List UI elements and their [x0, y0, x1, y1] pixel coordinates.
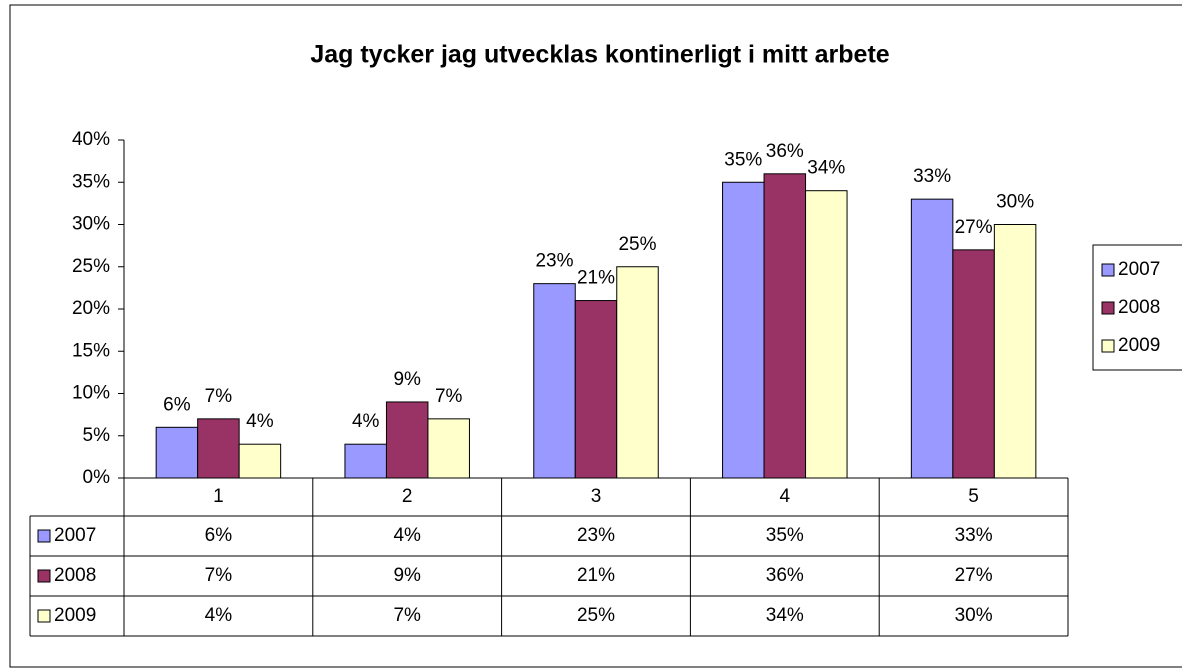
x-tick-label: 4	[780, 486, 791, 507]
table-series-name: 2007	[54, 525, 96, 546]
bar	[722, 181, 765, 479]
data-label: 23%	[535, 251, 573, 272]
chart-title: Jag tycker jag utvecklas kontinerligt i …	[310, 41, 889, 69]
bar	[427, 418, 470, 479]
table-legend-key	[37, 609, 51, 623]
data-label: 27%	[955, 217, 993, 238]
bar	[910, 198, 954, 479]
table-cell: 23%	[577, 525, 615, 546]
x-tick-label: 5	[968, 486, 979, 507]
table-cell: 21%	[577, 565, 615, 586]
bar	[805, 190, 848, 479]
x-tick-label: 3	[591, 486, 602, 507]
legend-label: 2008	[1118, 297, 1160, 318]
data-label: 6%	[163, 394, 191, 415]
y-tick-label: 20%	[72, 298, 110, 319]
data-label: 30%	[996, 192, 1034, 213]
table-cell: 34%	[766, 605, 804, 626]
data-label: 21%	[577, 268, 615, 289]
table-cell: 30%	[955, 605, 993, 626]
data-label: 33%	[913, 166, 951, 187]
bar	[385, 401, 429, 479]
data-label: 7%	[435, 386, 463, 407]
table-cell: 33%	[955, 525, 993, 546]
data-label: 7%	[205, 386, 233, 407]
table-series-name: 2008	[54, 565, 96, 586]
y-tick-label: 15%	[72, 340, 110, 361]
data-label: 4%	[246, 411, 274, 432]
table-cell: 4%	[393, 525, 421, 546]
bar	[993, 224, 1037, 479]
bar	[574, 300, 618, 479]
data-label: 35%	[724, 149, 762, 170]
data-label: 25%	[618, 234, 656, 255]
bar	[616, 266, 659, 479]
x-tick-label: 1	[213, 486, 224, 507]
legend-label: 2007	[1118, 259, 1160, 280]
table-cell: 7%	[205, 565, 233, 586]
table-cell: 4%	[205, 605, 233, 626]
y-tick-label: 30%	[72, 214, 110, 235]
y-tick-label: 0%	[83, 467, 111, 488]
table-cell: 6%	[205, 525, 233, 546]
x-tick-label: 2	[402, 486, 413, 507]
y-tick-label: 5%	[83, 425, 111, 446]
bar	[197, 418, 240, 479]
table-cell: 25%	[577, 605, 615, 626]
table-series-name: 2009	[54, 605, 96, 626]
y-tick-label: 40%	[72, 129, 110, 150]
y-tick-label: 25%	[72, 256, 110, 277]
bar	[344, 443, 387, 479]
bar	[763, 173, 807, 479]
bar	[952, 249, 995, 479]
table-cell: 7%	[393, 605, 421, 626]
table-legend-key	[37, 529, 51, 543]
bar	[155, 426, 199, 479]
y-tick-label: 10%	[72, 383, 110, 404]
data-label: 9%	[393, 369, 421, 390]
table-cell: 35%	[766, 525, 804, 546]
y-tick-label: 35%	[72, 171, 110, 192]
table-legend-key	[37, 569, 51, 583]
data-label: 34%	[807, 158, 845, 179]
bar	[238, 443, 282, 479]
table-cell: 9%	[393, 565, 421, 586]
legend-key	[1101, 301, 1115, 315]
data-label: 4%	[352, 411, 380, 432]
legend-key	[1101, 263, 1115, 277]
legend-key	[1101, 339, 1115, 353]
bar	[533, 283, 576, 479]
data-label: 36%	[766, 141, 804, 162]
table-cell: 36%	[766, 565, 804, 586]
table-cell: 27%	[955, 565, 993, 586]
legend-label: 2009	[1118, 335, 1160, 356]
